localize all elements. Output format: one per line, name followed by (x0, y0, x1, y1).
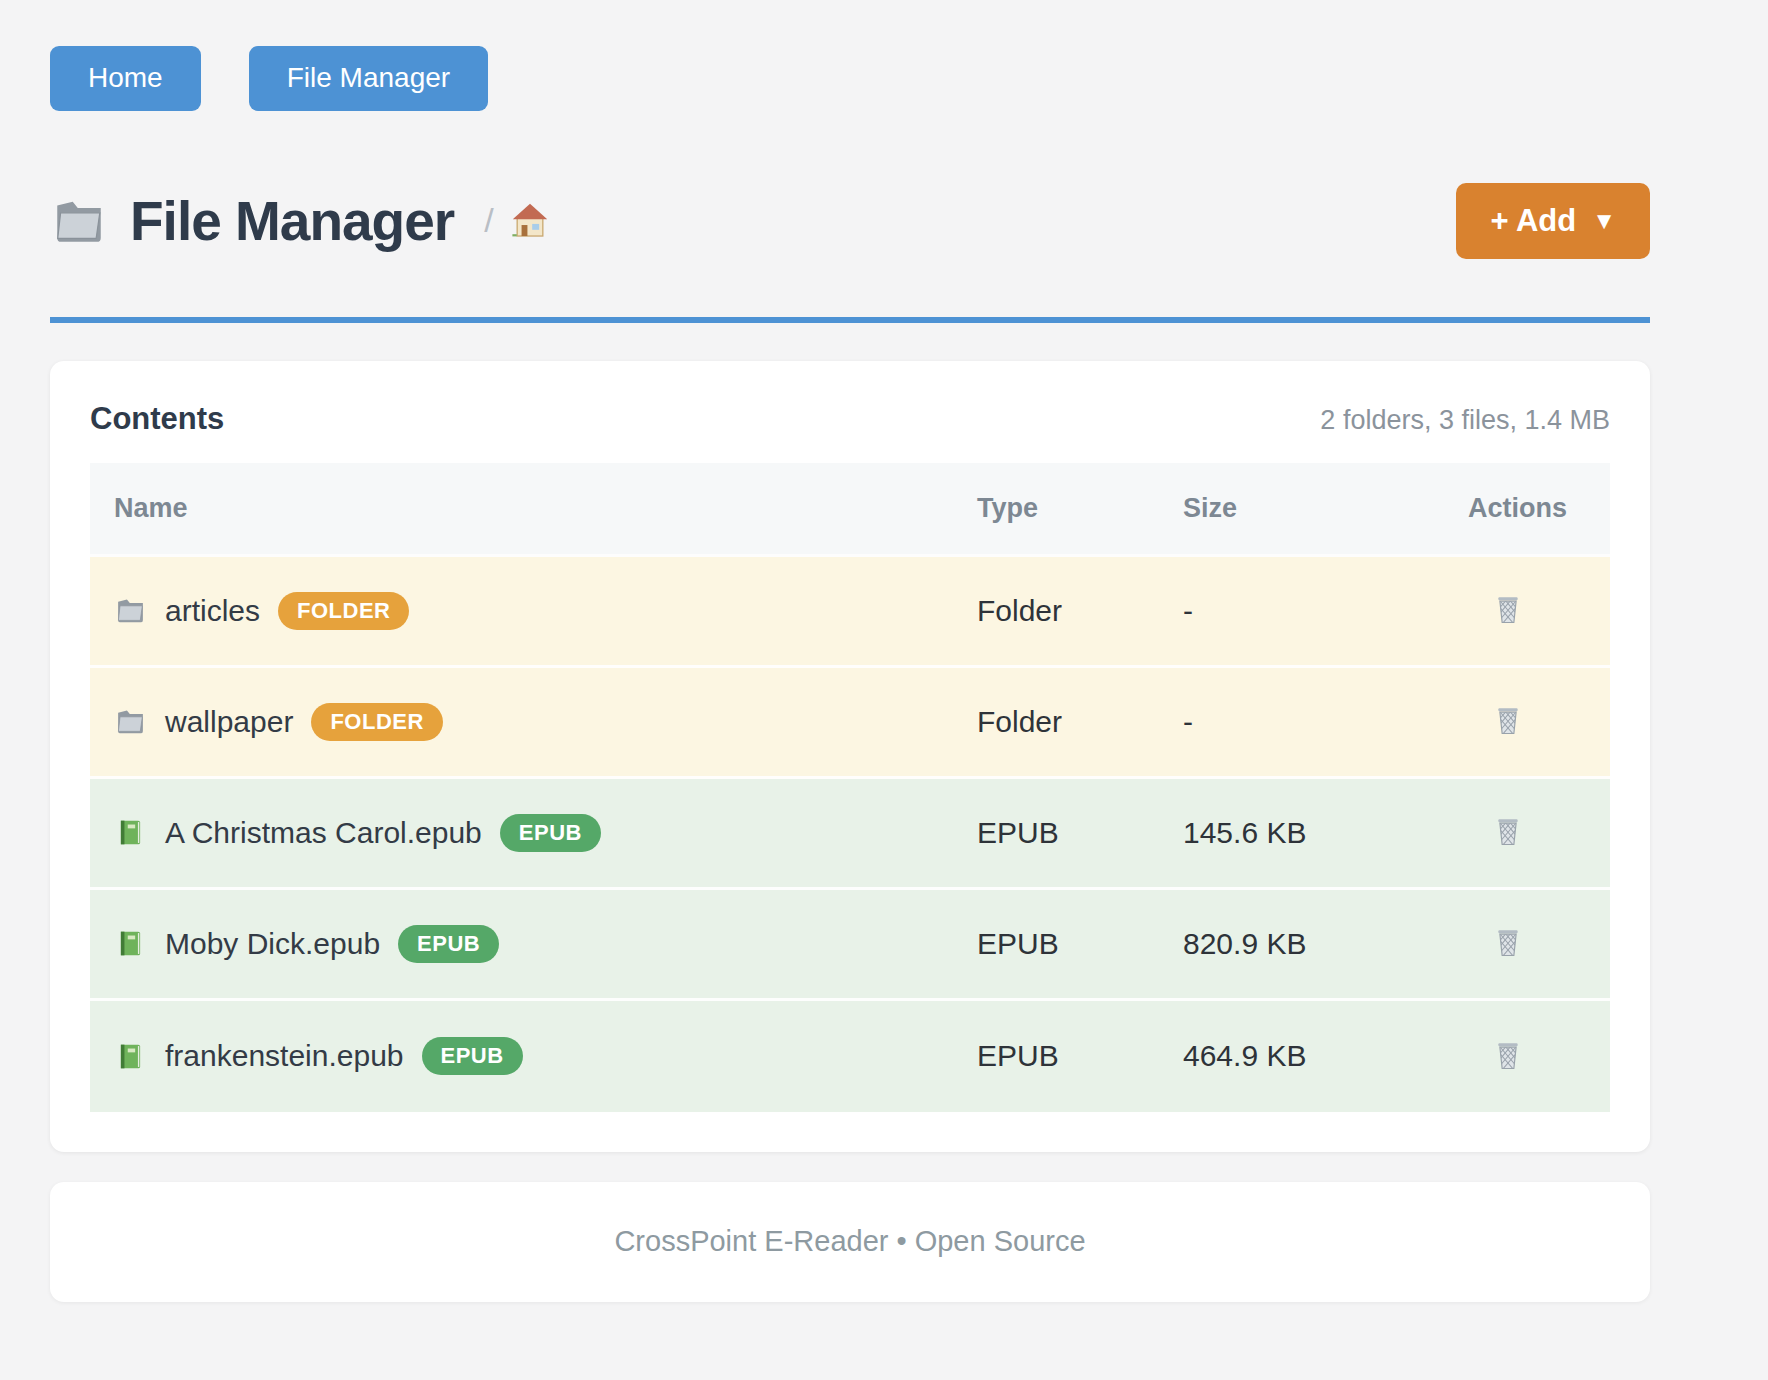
file-name[interactable]: frankenstein.epub (165, 1039, 404, 1073)
folder-icon (50, 192, 108, 250)
trash-icon (1490, 813, 1526, 849)
delete-button[interactable] (1486, 587, 1530, 631)
type-cell: EPUB (977, 1039, 1183, 1073)
name-cell: articles FOLDER (90, 592, 977, 630)
actions-cell (1468, 920, 1610, 967)
table-row[interactable]: frankenstein.epub EPUB EPUB 464.9 KB (90, 1001, 1610, 1112)
page-header: File Manager / + Add ▼ (50, 183, 1650, 259)
folder-icon (114, 705, 147, 738)
type-cell: EPUB (977, 927, 1183, 961)
type-cell: Folder (977, 594, 1183, 628)
footer-text: CrossPoint E-Reader • Open Source (614, 1225, 1085, 1258)
actions-cell (1468, 1033, 1610, 1080)
folder-name[interactable]: wallpaper (165, 705, 293, 739)
green-book-icon (114, 816, 147, 849)
footer: CrossPoint E-Reader • Open Source (50, 1182, 1650, 1302)
folder-name[interactable]: articles (165, 594, 260, 628)
trash-icon (1490, 591, 1526, 627)
folder-icon (114, 594, 147, 627)
type-badge: EPUB (500, 814, 601, 852)
column-header-actions: Actions (1468, 493, 1610, 524)
table-header-row: Name Type Size Actions (90, 463, 1610, 557)
name-cell: Moby Dick.epub EPUB (90, 925, 977, 963)
contents-card: Contents 2 folders, 3 files, 1.4 MB Name… (50, 361, 1650, 1152)
green-book-icon (114, 927, 147, 960)
home-icon[interactable] (508, 199, 552, 243)
breadcrumb: / (484, 199, 551, 243)
caret-down-icon: ▼ (1592, 207, 1616, 235)
contents-title: Contents (90, 401, 224, 437)
table-row[interactable]: wallpaper FOLDER Folder - (90, 668, 1610, 779)
delete-button[interactable] (1486, 809, 1530, 853)
green-book-icon (114, 1040, 147, 1073)
size-cell: - (1183, 705, 1468, 739)
name-cell: frankenstein.epub EPUB (90, 1037, 977, 1075)
contents-card-header: Contents 2 folders, 3 files, 1.4 MB (90, 401, 1610, 437)
size-cell: 145.6 KB (1183, 816, 1468, 850)
delete-button[interactable] (1486, 920, 1530, 964)
size-cell: - (1183, 594, 1468, 628)
delete-button[interactable] (1486, 1033, 1530, 1077)
title-divider (50, 317, 1650, 323)
name-cell: wallpaper FOLDER (90, 703, 977, 741)
add-button-label: + Add (1490, 203, 1576, 239)
type-cell: EPUB (977, 816, 1183, 850)
table-row[interactable]: articles FOLDER Folder - (90, 557, 1610, 668)
add-button[interactable]: + Add ▼ (1456, 183, 1650, 259)
size-cell: 464.9 KB (1183, 1039, 1468, 1073)
type-badge: EPUB (398, 925, 499, 963)
type-badge: EPUB (422, 1037, 523, 1075)
type-badge: FOLDER (311, 703, 442, 741)
table-row[interactable]: A Christmas Carol.epub EPUB EPUB 145.6 K… (90, 779, 1610, 890)
table-row[interactable]: Moby Dick.epub EPUB EPUB 820.9 KB (90, 890, 1610, 1001)
actions-cell (1468, 698, 1610, 745)
actions-cell (1468, 587, 1610, 634)
trash-icon (1490, 1037, 1526, 1073)
type-badge: FOLDER (278, 592, 409, 630)
name-cell: A Christmas Carol.epub EPUB (90, 814, 977, 852)
top-nav: Home File Manager (50, 46, 1650, 111)
page: Home File Manager File Manager / + Add ▼… (0, 0, 1768, 1342)
delete-button[interactable] (1486, 698, 1530, 742)
column-header-name: Name (90, 493, 977, 524)
page-title: File Manager (130, 189, 454, 253)
actions-cell (1468, 809, 1610, 856)
contents-summary: 2 folders, 3 files, 1.4 MB (1320, 405, 1610, 436)
file-manager-nav-button[interactable]: File Manager (249, 46, 488, 111)
column-header-size: Size (1183, 493, 1468, 524)
file-name[interactable]: A Christmas Carol.epub (165, 816, 482, 850)
trash-icon (1490, 924, 1526, 960)
home-nav-button[interactable]: Home (50, 46, 201, 111)
breadcrumb-separator: / (484, 201, 493, 240)
size-cell: 820.9 KB (1183, 927, 1468, 961)
type-cell: Folder (977, 705, 1183, 739)
file-name[interactable]: Moby Dick.epub (165, 927, 380, 961)
column-header-type: Type (977, 493, 1183, 524)
trash-icon (1490, 702, 1526, 738)
file-table: Name Type Size Actions articles FOLDER F… (90, 463, 1610, 1112)
